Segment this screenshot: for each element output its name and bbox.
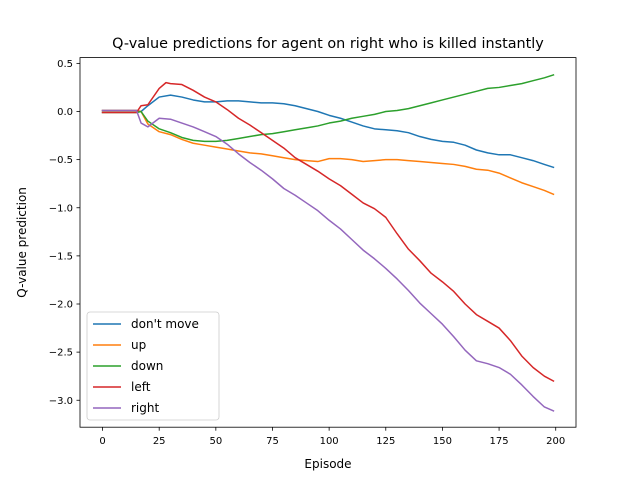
y-tick-label: −2.0 <box>49 300 73 311</box>
x-tick-label: 50 <box>209 436 222 447</box>
series-line-right <box>101 109 555 412</box>
legend-label: down <box>131 359 163 373</box>
x-tick-label: 25 <box>153 436 166 447</box>
x-tick-label: 175 <box>490 436 509 447</box>
x-tick-label: 0 <box>99 436 105 447</box>
y-tick-label: 0.0 <box>57 107 73 118</box>
legend-label: left <box>131 380 151 394</box>
y-tick-label: −1.0 <box>49 203 73 214</box>
legend-label: don't move <box>131 317 199 331</box>
y-axis-label: Q-value prediction <box>15 187 29 298</box>
x-tick-label: 200 <box>546 436 565 447</box>
x-axis-ticks: 0 25 50 75 100 125 150 175 200 <box>99 427 565 447</box>
series-line-down <box>101 73 555 143</box>
y-tick-label: −0.5 <box>49 155 73 166</box>
legend-box <box>86 311 220 421</box>
chart-title: Q-value predictions for agent on right w… <box>112 36 544 52</box>
series-line-up <box>101 109 555 196</box>
y-tick-label: −1.5 <box>49 251 73 262</box>
legend-label: right <box>131 401 159 415</box>
legend: don't move up down left right <box>86 311 220 421</box>
plot-series <box>101 73 555 412</box>
y-tick-label: −3.0 <box>49 396 73 407</box>
x-axis-label: Episode <box>304 457 351 471</box>
series-line-left <box>101 81 555 383</box>
legend-label: up <box>131 338 146 352</box>
x-tick-label: 100 <box>320 436 339 447</box>
x-tick-label: 125 <box>376 436 395 447</box>
y-tick-label: 0.5 <box>57 59 73 70</box>
series-line-don-t-move <box>101 94 555 169</box>
plot-area-frame <box>79 57 577 428</box>
y-tick-label: −2.5 <box>49 348 73 359</box>
x-tick-label: 75 <box>266 436 279 447</box>
y-axis-ticks: 0.5 0.0 −0.5 −1.0 −1.5 −2.0 −2.5 −3.0 <box>49 59 80 407</box>
x-tick-label: 150 <box>433 436 452 447</box>
